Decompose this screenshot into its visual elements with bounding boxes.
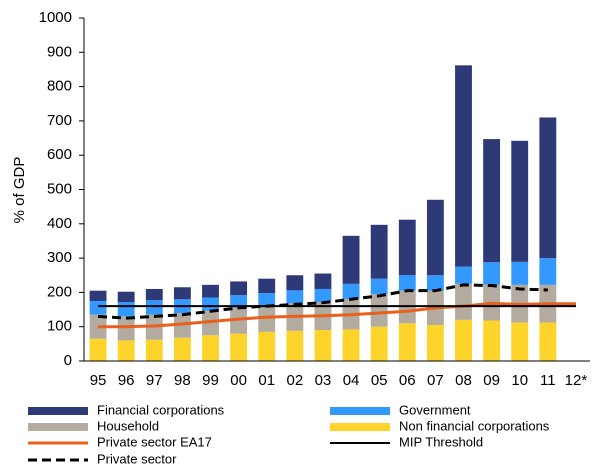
bar-segment	[117, 316, 135, 341]
bar-segment	[145, 339, 163, 361]
x-tick-label: 05	[371, 372, 388, 389]
x-tick-label: 09	[483, 372, 500, 389]
y-tick-label: 0	[64, 352, 72, 369]
x-tick-label: 04	[343, 372, 360, 389]
x-tick-label: 10	[511, 372, 528, 389]
x-tick-label: 03	[315, 372, 332, 389]
x-tick-label: 01	[258, 372, 275, 389]
bar-segment	[342, 235, 360, 284]
bar-segment	[258, 331, 276, 361]
legend-label: Government	[399, 402, 471, 417]
bar-segment	[398, 219, 416, 276]
y-tick-label: 300	[47, 249, 72, 266]
bar-segment	[314, 273, 332, 289]
bar-segment	[314, 330, 332, 361]
bar-segment	[370, 294, 388, 327]
bar-segment	[117, 302, 135, 317]
legend-label: Household	[97, 418, 159, 433]
x-tick-label: 02	[286, 372, 303, 389]
bar-segment	[230, 281, 248, 296]
bar-segment	[258, 278, 276, 294]
x-tick-label: 06	[399, 372, 416, 389]
bar-segment	[230, 333, 248, 361]
bar-segment	[483, 320, 501, 361]
bar-segment	[511, 140, 529, 262]
x-tick-label: 99	[202, 372, 219, 389]
bar-segment	[202, 335, 219, 361]
bar-segment	[370, 224, 388, 279]
bar-segment	[230, 307, 248, 334]
x-tick-label: 95	[90, 372, 107, 389]
y-tick-label: 100	[47, 318, 72, 335]
bar-segment	[314, 288, 332, 303]
legend-swatch	[28, 407, 88, 415]
bar-segment	[483, 139, 501, 263]
bar-segment	[455, 319, 472, 361]
x-tick-label: 98	[174, 372, 191, 389]
bar-segment	[173, 337, 191, 361]
legend-label: Non financial corporations	[399, 418, 550, 433]
bar-segment	[539, 258, 557, 285]
x-tick-label: 07	[427, 372, 444, 389]
bar-segment	[539, 117, 557, 259]
bar-segment	[511, 261, 529, 285]
bar-segment	[89, 300, 107, 315]
legend-swatch	[28, 423, 88, 431]
bar-segment	[286, 290, 304, 304]
bar-segment	[342, 283, 360, 300]
bar-segment	[455, 65, 472, 267]
bar-segment	[539, 322, 557, 361]
y-tick-label: 600	[47, 146, 72, 163]
bar-segment	[483, 262, 501, 285]
legend-label: Private sector	[97, 451, 177, 466]
bar-segment	[426, 199, 444, 276]
bar-segment	[117, 340, 135, 361]
bar-segment	[117, 291, 135, 303]
bar-segment	[511, 322, 529, 361]
bar-segment	[286, 275, 304, 291]
series-line	[98, 301, 576, 329]
y-tick-label: 1000	[39, 9, 72, 26]
y-tick-label: 400	[47, 215, 72, 232]
bar-segment	[89, 290, 107, 301]
bar-segment	[455, 266, 472, 284]
bar-segment	[286, 330, 304, 361]
bar-segment	[89, 338, 107, 361]
bar-segment	[258, 293, 276, 306]
bar-segment	[398, 323, 416, 361]
y-tick-label: 800	[47, 78, 72, 95]
bar-segment	[145, 300, 163, 315]
x-tick-label: 96	[118, 372, 135, 389]
bar-segment	[455, 283, 472, 320]
series-line	[97, 283, 548, 320]
bar-segment	[145, 288, 163, 301]
bar-segment	[370, 326, 388, 361]
x-tick-label: 08	[455, 372, 472, 389]
bar-segment	[202, 284, 219, 298]
legend-label: Private sector EA17	[97, 434, 212, 449]
bar-segment	[398, 275, 416, 291]
y-tick-label: 700	[47, 112, 72, 129]
x-tick-label: 12*	[565, 372, 588, 389]
bar-segment	[230, 295, 248, 308]
bar-segment	[370, 278, 388, 295]
x-tick-label: 97	[146, 372, 163, 389]
y-tick-label: 200	[47, 283, 72, 300]
y-tick-label: 900	[47, 43, 72, 60]
legend-swatch	[330, 423, 390, 431]
legend-swatch	[330, 407, 390, 415]
x-tick-label: 00	[230, 372, 247, 389]
legend-label: Financial corporations	[97, 402, 225, 417]
legend-label: MIP Threshold	[399, 434, 483, 449]
bar-segment	[342, 329, 360, 361]
bar-segment	[202, 297, 219, 311]
bar-segment	[173, 287, 191, 300]
bar-segment	[426, 275, 444, 291]
x-tick-label: 11	[540, 372, 556, 389]
y-tick-label: 500	[47, 180, 72, 197]
bar-segment	[426, 324, 444, 361]
y-axis-label: % of GDP	[11, 157, 28, 224]
